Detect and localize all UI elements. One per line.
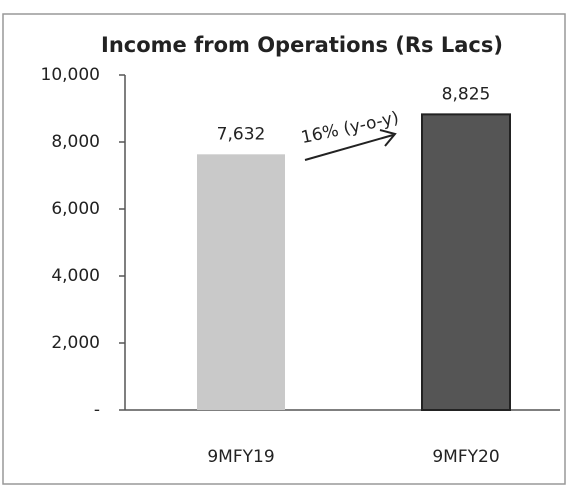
y-tick-label: 4,000 [51, 266, 100, 286]
y-tick-label: - [94, 400, 100, 420]
x-tick-label: 9MFY19 [207, 447, 274, 467]
y-tick-label: 6,000 [51, 199, 100, 219]
x-tick-label: 9MFY20 [432, 447, 499, 467]
y-tick-label: 8,000 [51, 132, 100, 152]
value-label: 7,632 [217, 124, 266, 144]
bar [421, 113, 511, 412]
chart-title: Income from Operations (Rs Lacs) [101, 33, 503, 57]
arrow [304, 134, 394, 161]
y-tick-label: 10,000 [41, 65, 100, 85]
bar [197, 154, 285, 410]
arrow-head [379, 129, 397, 147]
y-tick-label: 2,000 [51, 333, 100, 353]
value-label: 8,825 [442, 84, 491, 104]
